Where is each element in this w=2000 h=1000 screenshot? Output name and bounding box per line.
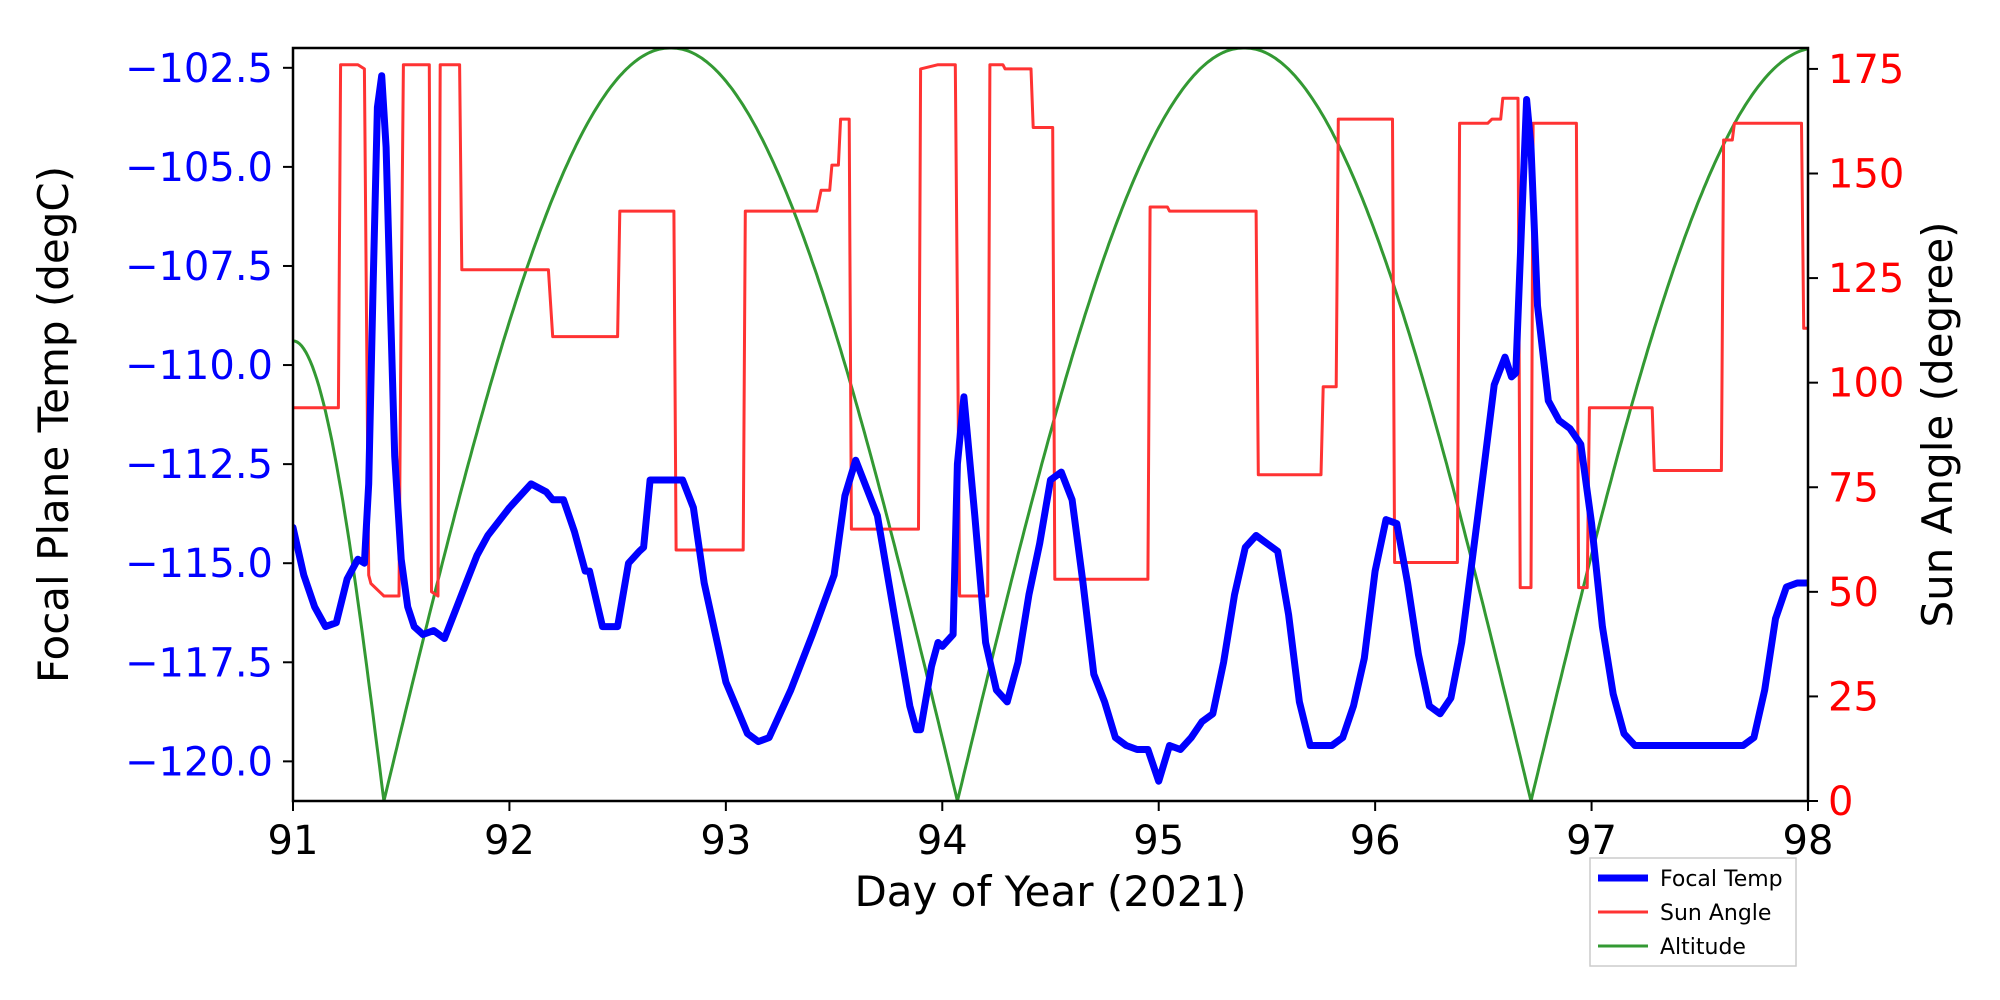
- y-left-tick-label: −115.0: [125, 541, 273, 587]
- y-left-tick-label: −110.0: [125, 343, 273, 389]
- y-left-tick-label: −120.0: [125, 739, 273, 785]
- legend-label-focal-temp: Focal Temp: [1660, 867, 1783, 892]
- series-altitude-line: [293, 48, 1808, 801]
- y-right-tick-label: 100: [1828, 361, 1904, 407]
- y-right-tick-label: 75: [1828, 465, 1879, 511]
- y-right-tick-label: 175: [1828, 47, 1904, 93]
- y-right-tick-label: 25: [1828, 674, 1879, 720]
- series-sun-angle-line: [293, 63, 1808, 598]
- y-axis-left: −102.5 −105.0 −107.5 −110.0 −112.5 −115.0 −117…: [125, 46, 293, 785]
- x-axis-title: Day of Year (2021): [854, 867, 1246, 916]
- series-layer: [293, 48, 1808, 801]
- x-tick-label: 97: [1566, 818, 1617, 864]
- y-axis-right: 0 25 50 75 100 125 150 175: [1808, 47, 1904, 825]
- y-left-tick-label: −105.0: [125, 145, 273, 191]
- x-tick-label: 91: [268, 818, 319, 864]
- y-left-tick-label: −107.5: [125, 244, 273, 290]
- y-right-tick-label: 50: [1828, 570, 1879, 616]
- x-tick-label: 95: [1133, 818, 1184, 864]
- x-tick-label: 93: [700, 818, 751, 864]
- y-right-tick-label: 150: [1828, 152, 1904, 198]
- legend-label-altitude: Altitude: [1660, 935, 1746, 960]
- x-tick-label: 98: [1783, 818, 1834, 864]
- series-focal-temp-line: [293, 72, 1808, 785]
- y-left-tick-label: −117.5: [125, 640, 273, 686]
- y-axis-left-title: Focal Plane Temp (degC): [29, 166, 78, 683]
- x-tick-label: 96: [1350, 818, 1401, 864]
- plot-frame: [291, 46, 1810, 803]
- y-axis-right-title: Sun Angle (degree): [1913, 221, 1962, 627]
- y-right-tick-label: 125: [1828, 256, 1904, 302]
- x-axis: 91 92 93 94 95 96 97 98: [268, 801, 1834, 864]
- x-tick-label: 94: [917, 818, 968, 864]
- legend-label-sun-angle: Sun Angle: [1660, 901, 1771, 926]
- legend: Focal Temp Sun Angle Altitude: [1589, 857, 1797, 967]
- y-left-tick-label: −102.5: [125, 46, 273, 92]
- y-left-tick-label: −112.5: [125, 442, 273, 488]
- x-tick-label: 92: [484, 818, 535, 864]
- y-right-tick-label: 0: [1828, 779, 1853, 825]
